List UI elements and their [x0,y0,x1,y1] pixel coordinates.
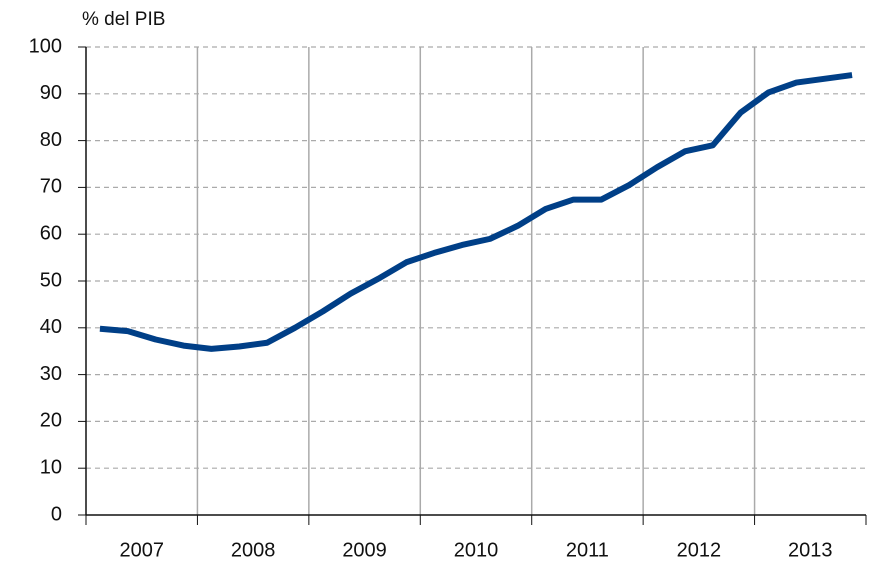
y-tick-label: 60 [40,222,62,244]
y-tick-label: 10 [40,456,62,478]
line-series [99,72,853,352]
x-tick-label: 2008 [231,539,276,561]
x-tick-label: 2011 [566,539,609,561]
x-tick-label: 2009 [342,539,387,561]
y-tick-label: 70 [40,176,62,198]
x-tick-label: 2013 [788,539,833,561]
y-tick-label: 100 [29,35,62,57]
x-tick-label: 2007 [119,539,164,561]
y-tick-label: 0 [51,503,62,525]
x-tick-label: 2012 [677,539,722,561]
y-tick-label: 90 [40,82,62,104]
y-tick-label: 80 [40,129,62,151]
y-tick-label: 50 [40,269,62,291]
y-tick-label: 20 [40,410,62,432]
y-tick-label: 40 [40,316,62,338]
x-tick-label: 2010 [454,539,499,561]
y-axis-label: % del PIB [82,9,165,30]
y-tick-label: 30 [40,363,62,385]
